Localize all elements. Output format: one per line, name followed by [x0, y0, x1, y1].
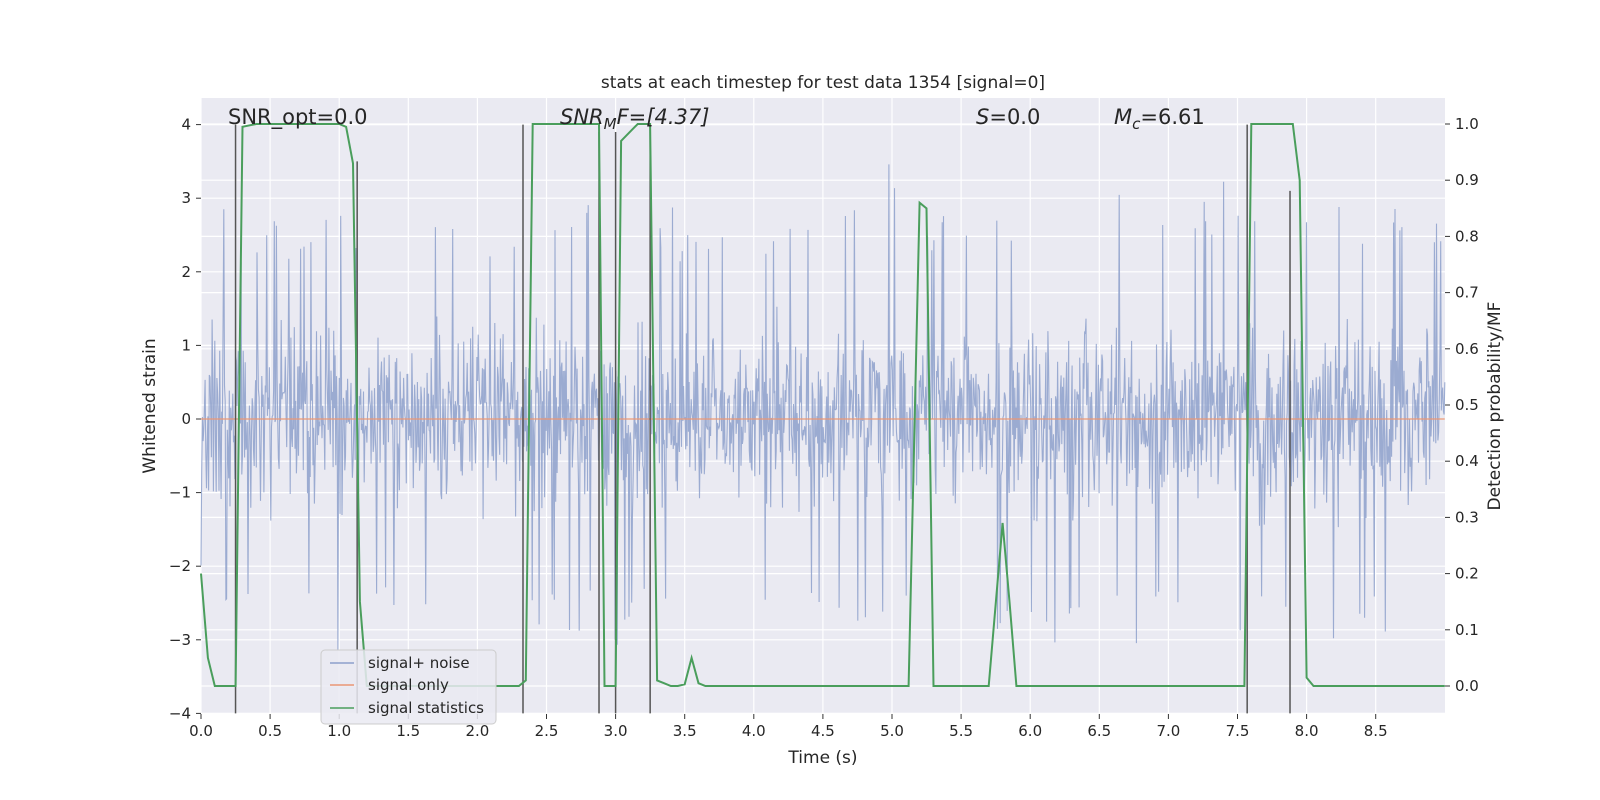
x-tick-label: 0.5: [258, 722, 282, 740]
legend: signal+ noise signal only signal statist…: [320, 649, 497, 725]
y-tick-label: −4: [169, 704, 191, 722]
x-tick-label: 1.5: [396, 722, 420, 740]
y-tick-label: 1: [181, 336, 191, 354]
y-tick-label: 2: [181, 263, 191, 281]
y-right-tick-labels: 0.0 0.1 0.2 0.3 0.4 0.5 0.6 0.7 0.8 0.9 1.0: [1445, 115, 1479, 695]
y-tick-labels: −4 −3 −2 −1 0 1 2 3 4: [169, 116, 201, 722]
x-tick-label: 5.5: [949, 722, 973, 740]
y-right-tick-label: 0.8: [1455, 227, 1479, 245]
annotation-snr-mf: SNRMF=[4.37]: [560, 105, 709, 133]
x-tick-labels: 0.0 0.5 1.0 1.5 2.0 2.5 3.0 3.5 4.0 4.5 5.0 5.5 6.0 6…: [189, 714, 1388, 740]
annotation-mc-tail: =6.61: [1140, 105, 1204, 129]
annotation-s-main: S: [976, 105, 989, 129]
x-tick-label: 8.5: [1364, 722, 1388, 740]
y-tick-label: 3: [181, 189, 191, 207]
y-tick-label: −2: [169, 557, 191, 575]
signal-statistics-series: [200, 123, 1445, 687]
x-tick-label: 2.0: [465, 722, 489, 740]
y-right-axis-label: Detection probability/MF: [1485, 302, 1505, 511]
annotation-s: S=0.0: [976, 105, 1040, 129]
y-right-tick-label: 0.2: [1455, 565, 1479, 583]
annotation-snr-mf-tail: F=[4.37]: [617, 105, 710, 129]
legend-label-signal-statistics: signal statistics: [368, 699, 484, 717]
x-tick-label: 1.0: [327, 722, 351, 740]
x-tick-label: 3.5: [673, 722, 697, 740]
annotation-s-tail: =0.0: [989, 105, 1040, 129]
x-tick-label: 6.5: [1087, 722, 1111, 740]
annotation-snr-mf-main: SNR: [560, 105, 604, 129]
legend-box: [320, 649, 497, 725]
x-tick-label: 2.5: [535, 722, 559, 740]
signal-noise-line: [200, 164, 1446, 651]
y-axis-label: Whitened strain: [140, 338, 160, 473]
y-right-tick-label: 0.9: [1455, 171, 1479, 189]
y-right-tick-label: 0.3: [1455, 508, 1479, 526]
x-tick-label: 5.0: [880, 722, 904, 740]
x-tick-label: 7.5: [1226, 722, 1250, 740]
x-axis-label: Time (s): [787, 748, 857, 768]
signal-statistics-line: [200, 123, 1445, 687]
y-tick-label: 4: [181, 116, 191, 134]
y-right-tick-label: 0.4: [1455, 452, 1479, 470]
x-tick-label: 0.0: [189, 722, 213, 740]
chart-title: stats at each timestep for test data 135…: [601, 73, 1045, 93]
y-right-tick-label: 0.7: [1455, 284, 1479, 302]
legend-label-signal-noise: signal+ noise: [368, 654, 470, 672]
y-right-tick-label: 1.0: [1455, 115, 1479, 133]
legend-label-signal-only: signal only: [368, 676, 449, 694]
y-tick-label: −3: [169, 631, 191, 649]
y-tick-label: 0: [181, 410, 191, 428]
y-right-tick-label: 0.6: [1455, 340, 1479, 358]
annotation-snr-mf-sub: M: [604, 115, 617, 133]
annotation-mc-main: M: [1114, 105, 1132, 129]
signal-noise-series: [200, 164, 1446, 651]
x-tick-label: 8.0: [1295, 722, 1319, 740]
x-tick-label: 3.0: [604, 722, 628, 740]
x-tick-label: 6.0: [1018, 722, 1042, 740]
annotation-snr-opt: SNR_opt=0.0: [228, 105, 368, 130]
y-tick-label: −1: [169, 484, 191, 502]
annotation-mc: Mc=6.61: [1114, 105, 1205, 133]
x-tick-label: 4.0: [742, 722, 766, 740]
annotation-mc-sub: c: [1132, 115, 1141, 133]
y-right-tick-label: 0.1: [1455, 621, 1479, 639]
y-right-tick-label: 0.5: [1455, 396, 1479, 414]
x-tick-label: 4.5: [811, 722, 835, 740]
x-tick-label: 7.0: [1156, 722, 1180, 740]
y-right-tick-label: 0.0: [1455, 677, 1479, 695]
